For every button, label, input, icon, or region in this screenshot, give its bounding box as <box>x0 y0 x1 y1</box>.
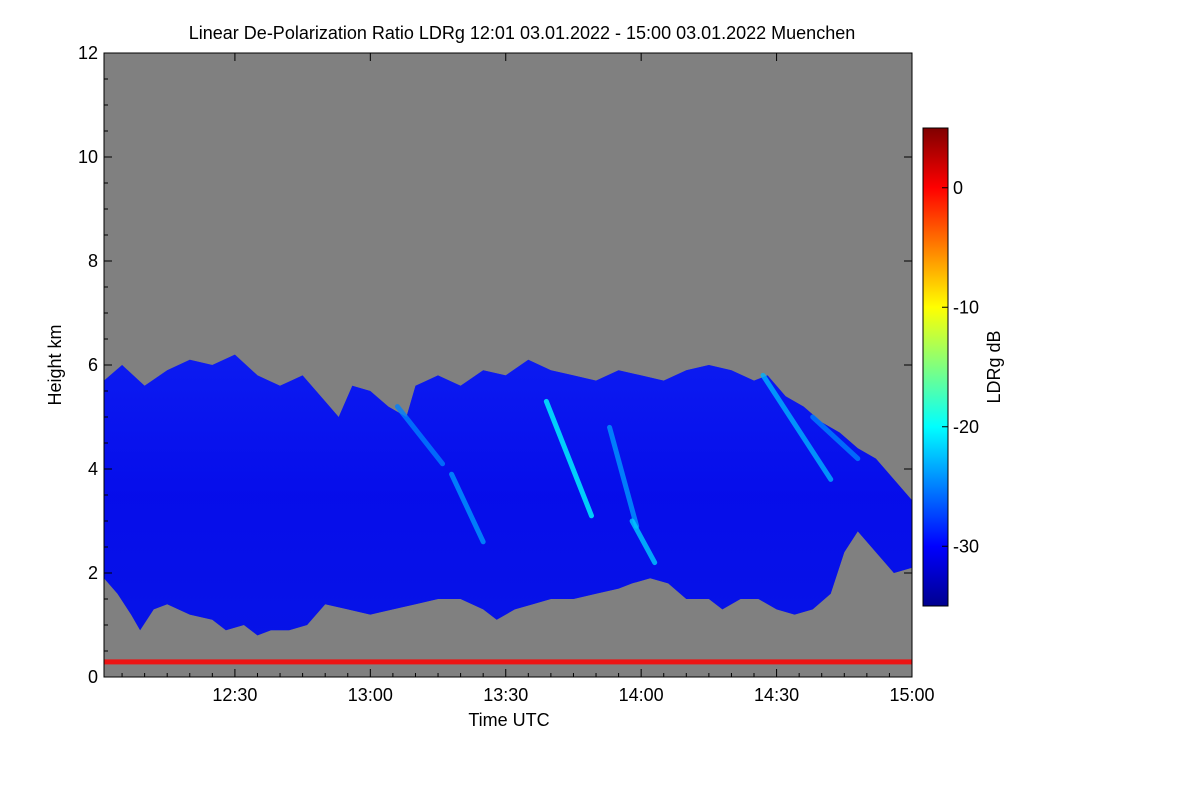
fallstreak-3 <box>629 518 658 566</box>
y-tick-label: 2 <box>88 563 98 583</box>
x-tick-label: 14:00 <box>619 685 664 705</box>
x-tick-label: 13:30 <box>483 685 528 705</box>
y-tick-label: 8 <box>88 251 98 271</box>
chart-title: Linear De-Polarization Ratio LDRg 12:01 … <box>189 23 855 43</box>
fallstreak-1 <box>543 398 595 519</box>
y-tick-label: 12 <box>78 43 98 63</box>
fallstreak-4 <box>394 404 446 467</box>
x-axis-label: Time UTC <box>468 710 549 730</box>
x-tick-label: 12:30 <box>212 685 257 705</box>
y-tick-label: 10 <box>78 147 98 167</box>
y-tick-label: 6 <box>88 355 98 375</box>
y-tick-label: 0 <box>88 667 98 687</box>
y-axis-label: Height km <box>45 324 65 405</box>
colorbar-tick-label: -30 <box>953 536 979 556</box>
cloud-shading <box>104 354 912 636</box>
colorbar-label: LDRg dB <box>984 330 1004 403</box>
fallstreak-5 <box>449 471 486 545</box>
x-tick-label: 13:00 <box>348 685 393 705</box>
x-tick-label: 14:30 <box>754 685 799 705</box>
x-tick-label: 15:00 <box>889 685 934 705</box>
ground-clutter-band <box>104 659 912 665</box>
colorbar-tick-label: -10 <box>953 297 979 317</box>
fallstreak-6 <box>760 372 834 482</box>
fallstreak-2 <box>607 424 640 529</box>
fallstreak-7 <box>810 414 861 462</box>
colorbar-tick-label: -20 <box>953 417 979 437</box>
colorbar <box>922 127 949 607</box>
colorbar-tick-label: 0 <box>953 178 963 198</box>
y-tick-label: 4 <box>88 459 98 479</box>
